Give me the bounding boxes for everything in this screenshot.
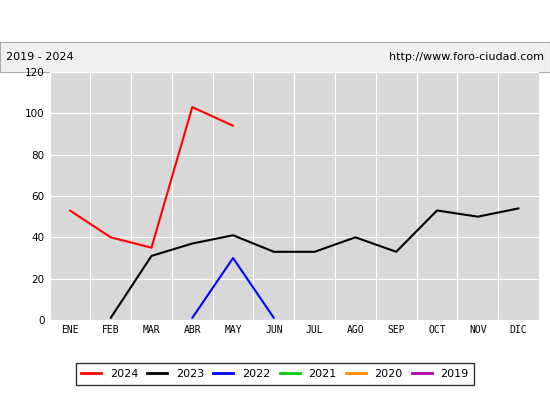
Text: Evolucion Nº Turistas Extranjeros en el municipio de San Martín del Pimpollar: Evolucion Nº Turistas Extranjeros en el … (3, 14, 547, 28)
Legend: 2024, 2023, 2022, 2021, 2020, 2019: 2024, 2023, 2022, 2021, 2020, 2019 (76, 364, 474, 384)
Text: 2019 - 2024: 2019 - 2024 (6, 52, 73, 62)
Text: http://www.foro-ciudad.com: http://www.foro-ciudad.com (389, 52, 544, 62)
